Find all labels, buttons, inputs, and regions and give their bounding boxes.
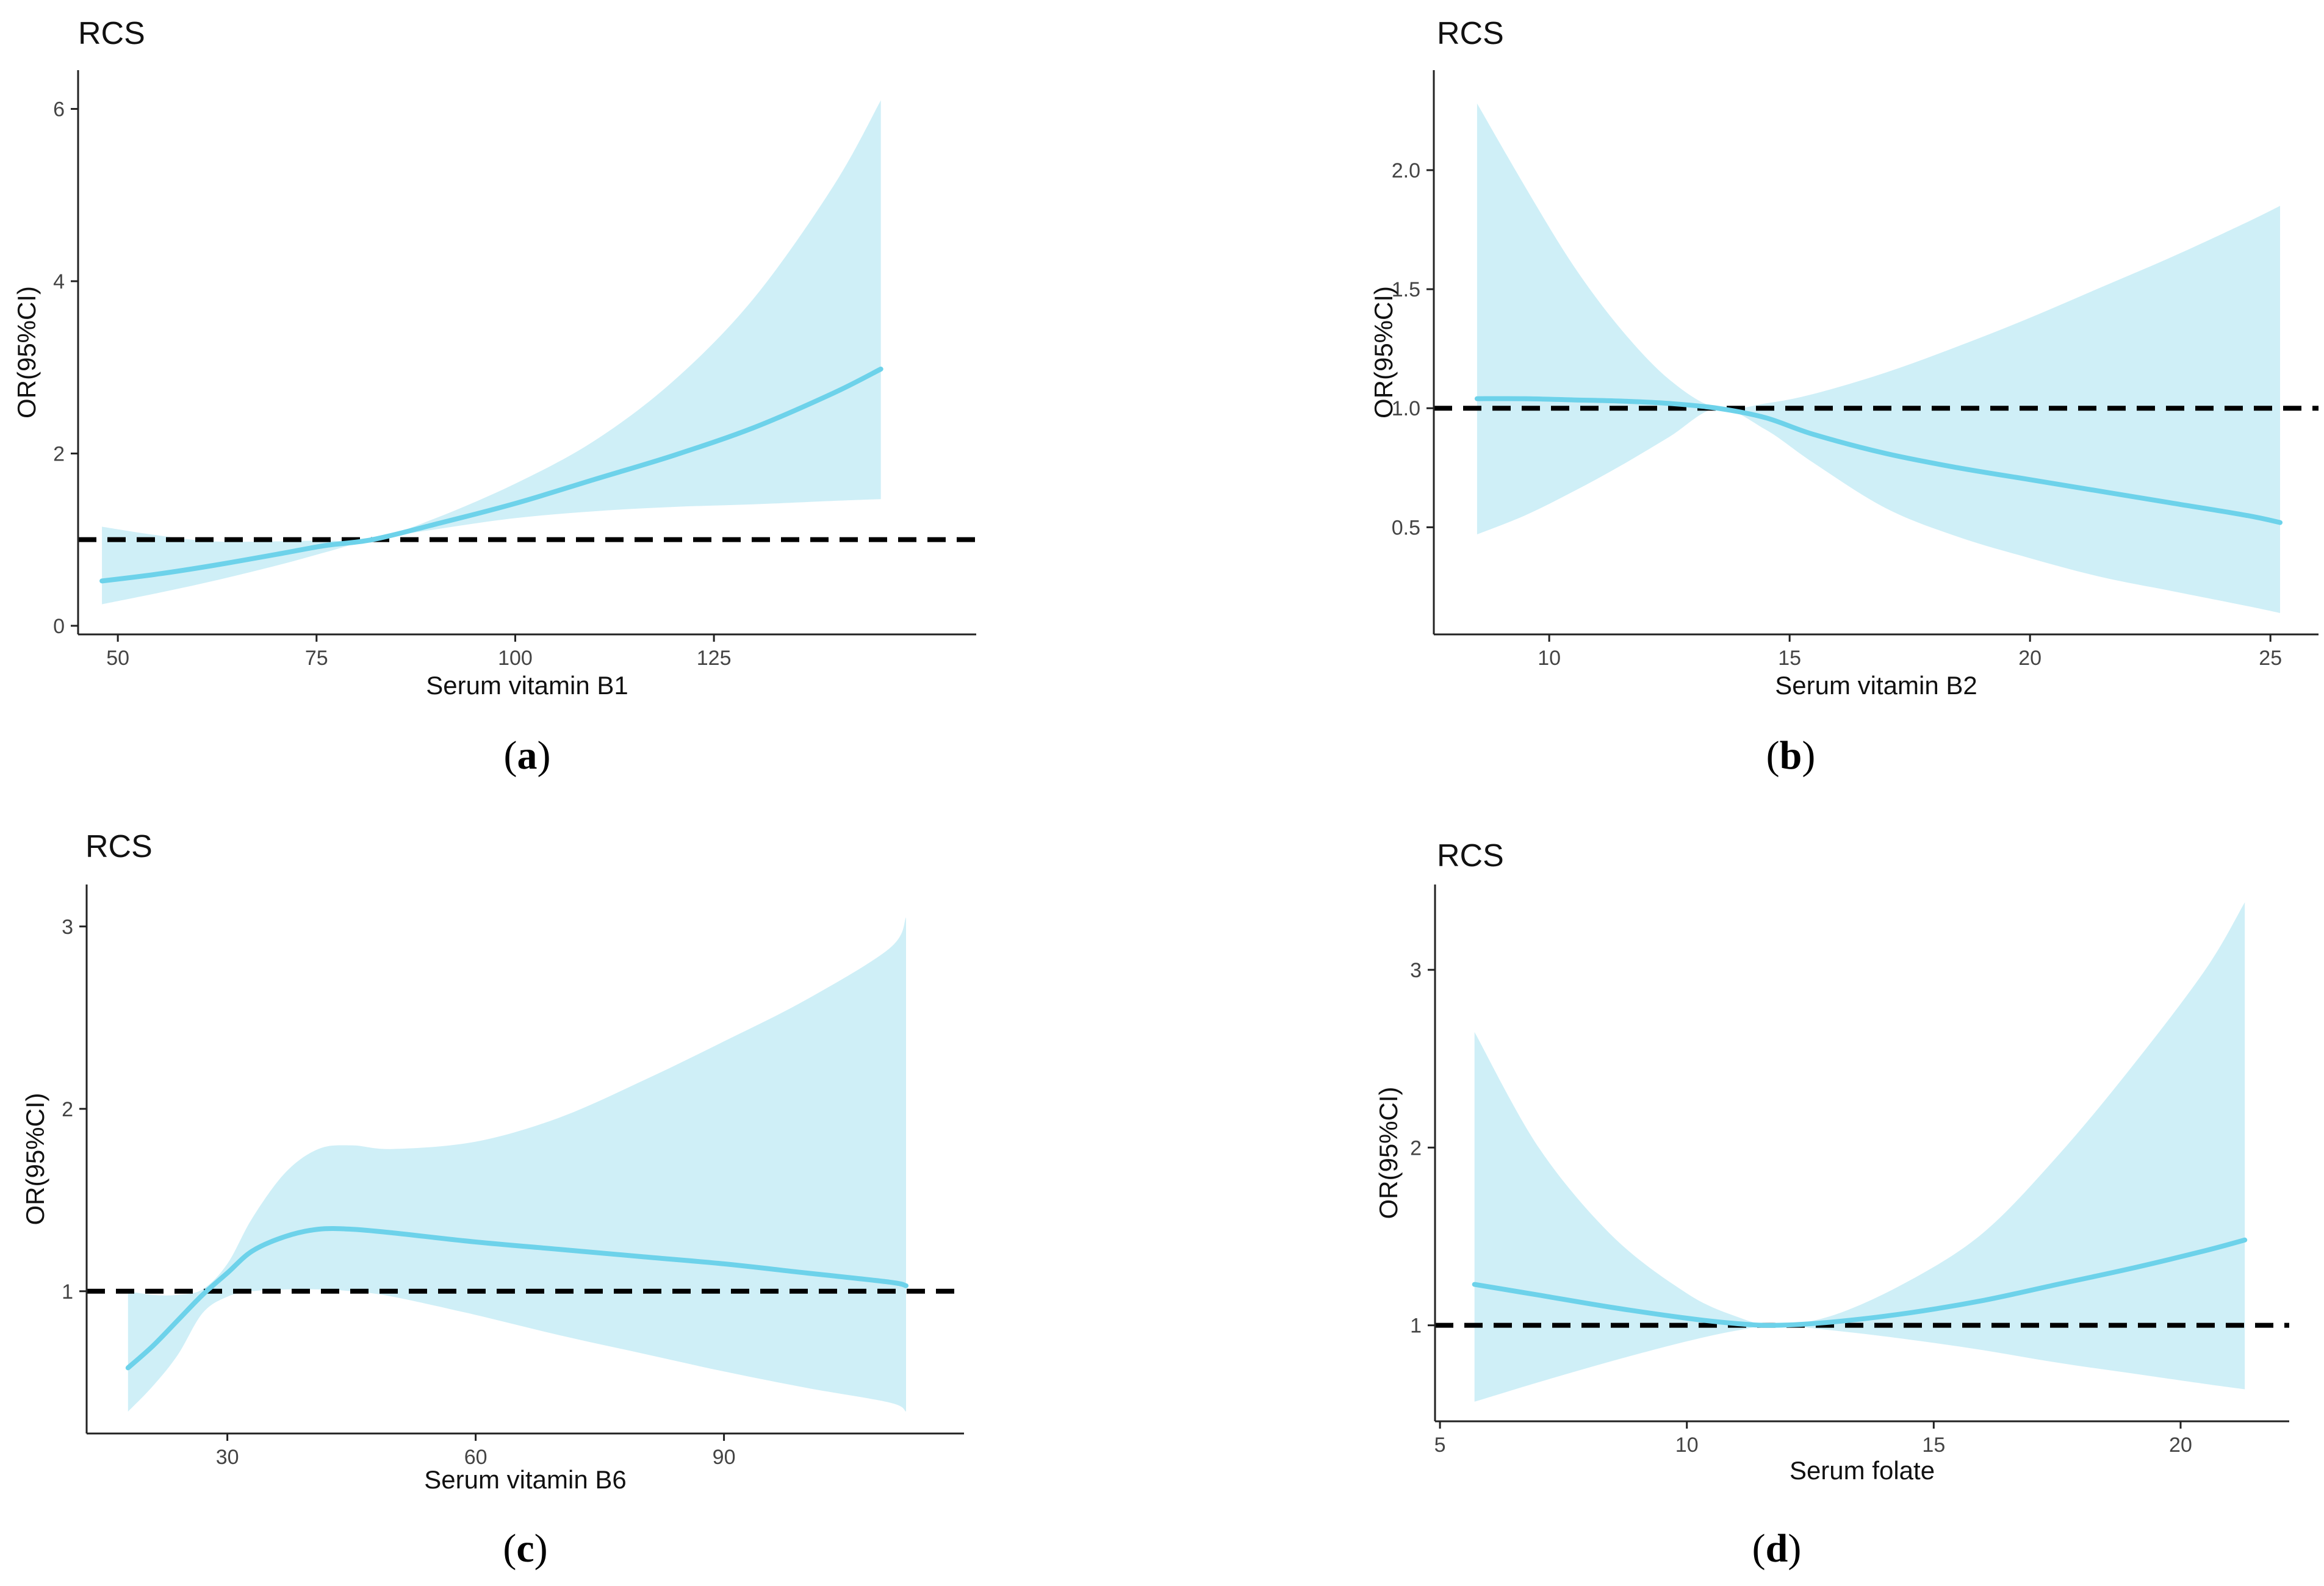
- y-tick-label: 1: [62, 1280, 73, 1304]
- panel-a: 50 75 100 125 0 2 4 6 RCS Serum vitamin B1 OR(…: [12, 16, 976, 778]
- x-tick-label: 30: [216, 1446, 239, 1469]
- x-tick-label: 75: [305, 647, 328, 670]
- panel-caption: (b): [1766, 733, 1816, 778]
- panel-title: RCS: [78, 16, 145, 51]
- x-axis-title: Serum vitamin B6: [424, 1465, 626, 1494]
- y-tick-label: 2: [1410, 1136, 1422, 1160]
- x-tick-label: 15: [1922, 1434, 1945, 1457]
- panel-title: RCS: [1437, 16, 1504, 51]
- y-tick-label: 1.0: [1392, 397, 1420, 420]
- panel-b: 10 15 20 25 0.5 1.0 1.5 2.0 RCS Serum vitamin …: [1369, 16, 2319, 778]
- confidence-band: [1477, 103, 2280, 613]
- x-tick-label: 125: [697, 647, 732, 670]
- x-tick-label: 20: [2018, 647, 2042, 670]
- x-tick-label: 50: [106, 647, 129, 670]
- or-curve: [125, 1225, 908, 1371]
- y-axis-title: OR(95%CI): [1369, 286, 1398, 418]
- panel-caption-letter: a: [517, 733, 538, 778]
- y-tick-label: 2: [62, 1098, 73, 1121]
- y-tick-label: 2.0: [1392, 159, 1420, 182]
- panel-c: 30 60 90 1 2 3 RCS Serum vitamin B6 OR(95%CI…: [21, 829, 964, 1571]
- panel-title: RCS: [85, 829, 153, 864]
- x-tick-label: 60: [464, 1446, 487, 1469]
- x-tick-label: 100: [498, 647, 533, 670]
- panel-d: 5 10 15 20 1 2 3 RCS Serum folate OR(95%CI) (…: [1374, 838, 2289, 1571]
- x-axis-title: Serum vitamin B1: [426, 671, 628, 700]
- confidence-band: [102, 100, 881, 605]
- x-axis-title: Serum vitamin B2: [1775, 671, 1977, 700]
- panel-caption: (d): [1752, 1526, 1802, 1571]
- x-tick-label: 90: [713, 1446, 736, 1469]
- y-tick-label: 1: [1410, 1315, 1422, 1338]
- y-axis-title: OR(95%CI): [12, 286, 41, 418]
- x-tick-label: 25: [2259, 647, 2282, 670]
- x-axis-title: Serum folate: [1790, 1456, 1935, 1485]
- or-curve: [1474, 396, 2283, 525]
- y-axis-title: OR(95%CI): [21, 1093, 49, 1225]
- y-tick-label: 3: [1410, 959, 1422, 982]
- y-tick-label: 6: [53, 98, 65, 121]
- confidence-band: [128, 917, 906, 1412]
- panel-caption: (c): [503, 1526, 547, 1571]
- confidence-band: [1474, 902, 2245, 1402]
- x-tick-label: 20: [2169, 1434, 2192, 1457]
- y-tick-label: 0.5: [1392, 516, 1420, 539]
- y-tick-label: 0: [53, 615, 65, 638]
- or-curve: [1472, 1237, 2248, 1328]
- panel-caption: (a): [504, 733, 551, 778]
- x-tick-label: 5: [1434, 1434, 1446, 1457]
- panel-caption-letter: c: [516, 1526, 534, 1571]
- y-tick-label: 4: [53, 270, 65, 293]
- y-tick-label: 3: [62, 916, 73, 939]
- panel-caption-letter: d: [1766, 1526, 1788, 1571]
- y-axis-title: OR(95%CI): [1374, 1086, 1403, 1219]
- x-tick-label: 10: [1538, 647, 1561, 670]
- y-tick-label: 2: [53, 442, 65, 465]
- x-tick-label: 15: [1778, 647, 1801, 670]
- y-tick-label: 1.5: [1392, 278, 1420, 301]
- panel-caption-letter: b: [1780, 733, 1802, 778]
- panel-title: RCS: [1437, 838, 1504, 874]
- or-curve: [99, 367, 883, 584]
- x-tick-label: 10: [1675, 1434, 1699, 1457]
